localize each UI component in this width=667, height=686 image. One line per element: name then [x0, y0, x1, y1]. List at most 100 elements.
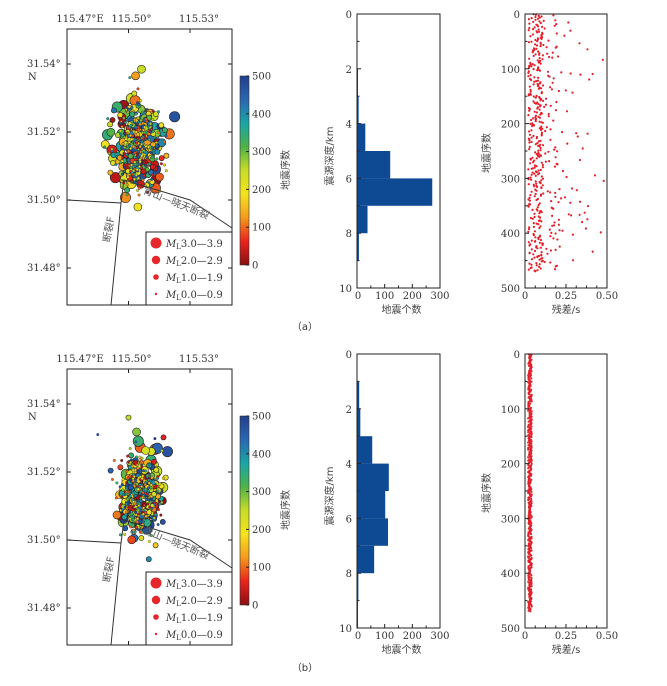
residual-point: [534, 120, 537, 123]
residual-point: [552, 119, 555, 122]
residual-point: [534, 236, 537, 239]
epicenter-point: [127, 164, 131, 168]
residual-point: [539, 168, 542, 171]
epicenter-point: [119, 132, 123, 136]
epicenter-point: [150, 507, 154, 510]
epicenter-point: [107, 152, 111, 156]
epicenter-point: [145, 119, 149, 123]
residual-point: [528, 26, 531, 30]
depth-tick-label: 2: [346, 65, 352, 76]
epicenter-point: [149, 122, 152, 126]
residual-point: [537, 76, 540, 79]
fault-f-label: 断裂F: [100, 555, 117, 583]
epicenter-point: [120, 125, 124, 129]
residual-point: [536, 31, 539, 34]
epicenter-point: [128, 510, 132, 514]
residual-point: [537, 50, 540, 53]
residual-point: [554, 191, 557, 194]
fault-f-upper-line: [120, 519, 125, 544]
colorbar-tick-label: 400: [252, 109, 271, 120]
epicenter-point: [130, 530, 134, 534]
residual-point: [538, 241, 542, 244]
residual-point: [531, 63, 534, 66]
seq-tick-label: 400: [501, 229, 520, 240]
epicenter-point: [119, 129, 123, 133]
residual-point: [539, 225, 542, 228]
residual-point: [602, 179, 605, 182]
residual-point: [540, 92, 543, 95]
residual-point: [527, 205, 530, 208]
residual-point: [529, 217, 533, 220]
residual-point: [550, 88, 554, 91]
residual-point: [567, 21, 570, 24]
residual-point: [530, 40, 533, 43]
epicenter-point: [145, 556, 152, 563]
epicenter-point: [139, 493, 143, 497]
epicenter-point: [130, 105, 134, 109]
epicenter-point: [142, 128, 145, 132]
epicenter-point: [121, 488, 125, 492]
residual-point: [541, 163, 545, 167]
epicenter-point: [144, 514, 148, 518]
residual-point: [541, 243, 544, 247]
residual-point: [548, 160, 551, 163]
epicenter-point: [141, 142, 145, 146]
residual-point: [539, 45, 542, 48]
epicenter-point: [137, 512, 141, 516]
residual-point: [542, 99, 545, 102]
residual-point: [541, 144, 545, 147]
residual-point: [552, 224, 556, 227]
residual-point: [527, 114, 530, 117]
residual-point: [534, 38, 537, 42]
residual-point: [544, 152, 547, 155]
residual-point: [529, 93, 533, 96]
residual-point: [553, 221, 556, 224]
epicenter-point: [135, 525, 139, 529]
lon-tick-label: 115.53°: [179, 354, 219, 365]
residual-point: [529, 474, 533, 477]
seq-tick-label: 200: [501, 460, 520, 471]
epicenter-point: [106, 117, 110, 121]
epicenter-point: [132, 139, 136, 143]
residual-point: [569, 29, 572, 32]
epicenter-point: [146, 124, 150, 128]
residual-point: [540, 251, 543, 254]
depth-tick-label: 10: [339, 624, 352, 635]
residual-point: [554, 19, 557, 22]
residual-point: [527, 441, 530, 444]
residual-point: [569, 72, 572, 75]
histogram-bar: [357, 205, 368, 234]
residual-point: [586, 48, 589, 51]
residual-point: [527, 29, 530, 32]
epicenter-point: [150, 146, 154, 150]
residual-point: [588, 78, 591, 81]
epicenter-point: [135, 141, 138, 145]
epicenter-point: [131, 517, 135, 521]
epicenter-point: [156, 477, 159, 480]
residual-point: [552, 237, 555, 240]
residual-point: [533, 240, 537, 243]
residual-point: [539, 42, 543, 46]
epicenter-point: [124, 120, 127, 124]
residual-point: [527, 241, 530, 244]
residual-point: [527, 527, 530, 530]
residual-point: [586, 218, 589, 221]
epicenter-point: [133, 507, 137, 511]
epicenter-point: [135, 135, 139, 139]
residual-point: [528, 203, 532, 206]
residual-point: [536, 59, 539, 62]
residual-point: [537, 149, 540, 152]
colorbar-label: 地震序数: [279, 150, 292, 190]
epicenter-point: [125, 153, 129, 157]
epicenter-point: [126, 175, 130, 179]
epicenter-point: [150, 141, 157, 148]
residual-point: [538, 69, 542, 72]
residual-point: [539, 149, 542, 152]
depth-tick-label: 6: [346, 514, 352, 525]
residual-point: [530, 248, 533, 251]
epicenter-points: [100, 64, 181, 212]
legend-marker-tiny: [154, 632, 158, 636]
residual-point: [536, 79, 540, 82]
residual-point: [554, 232, 557, 235]
epicenter-point: [138, 475, 142, 479]
